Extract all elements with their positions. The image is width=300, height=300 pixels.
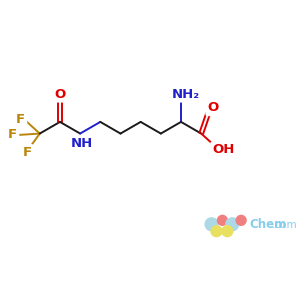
Text: .com: .com [272,220,297,230]
Text: Chem: Chem [249,218,286,231]
Text: NH: NH [70,137,93,151]
Circle shape [211,226,222,237]
Text: NH₂: NH₂ [172,88,200,100]
Text: F: F [22,146,32,159]
Text: OH: OH [212,143,235,156]
Circle shape [236,215,246,225]
Circle shape [226,218,239,231]
Circle shape [218,215,227,225]
Circle shape [222,226,233,237]
Text: O: O [54,88,66,100]
Circle shape [205,218,218,231]
Text: O: O [207,101,219,114]
Text: F: F [8,128,17,141]
Text: F: F [16,113,25,126]
